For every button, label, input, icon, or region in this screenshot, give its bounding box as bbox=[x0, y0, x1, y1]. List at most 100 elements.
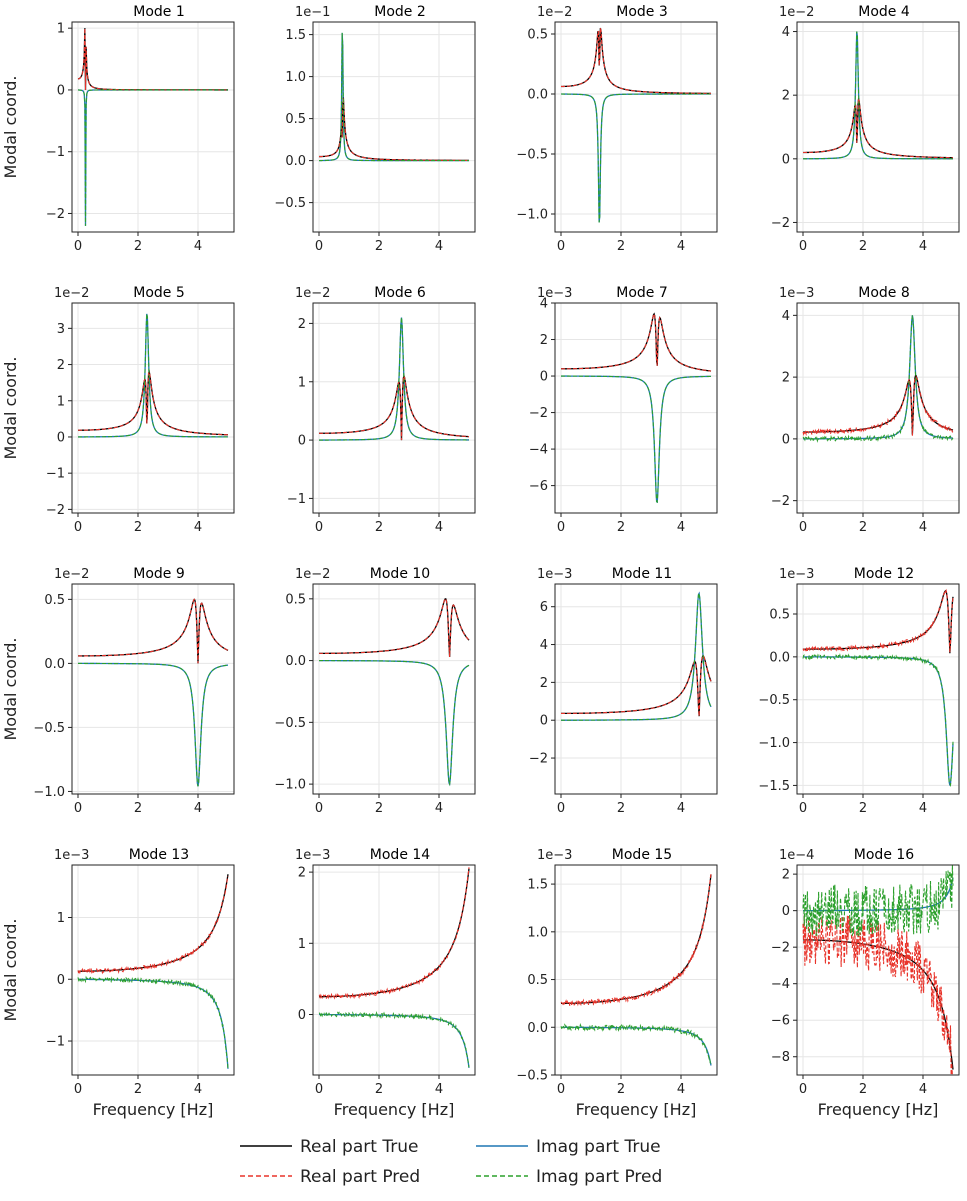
y-tick-label: 0.0 bbox=[527, 88, 548, 103]
x-tick-label: 4 bbox=[435, 520, 443, 535]
offset-multiplier: 1e−3 bbox=[295, 848, 330, 863]
series-imag-pred bbox=[802, 31, 953, 160]
y-tick-label: −4 bbox=[771, 977, 790, 992]
series-imag-pred bbox=[318, 32, 469, 162]
x-tick-label: 4 bbox=[919, 520, 927, 535]
series-real-pred bbox=[802, 375, 954, 437]
y-tick-label: 0.5 bbox=[44, 593, 65, 608]
legend-label-imag-pred: Imag part Pred bbox=[536, 1167, 662, 1187]
x-tick-label: 4 bbox=[435, 239, 443, 254]
legend-label-imag-true: Imag part True bbox=[536, 1137, 661, 1157]
series-imag-true bbox=[77, 89, 228, 226]
series-real-pred bbox=[77, 28, 228, 91]
series-real-pred bbox=[560, 874, 712, 1008]
y-tick-label: 4 bbox=[540, 638, 548, 653]
x-tick-label: 4 bbox=[677, 801, 685, 816]
series-real-true bbox=[78, 598, 229, 664]
series-imag-pred bbox=[318, 1010, 470, 1068]
series-real-true bbox=[77, 28, 228, 91]
axes-frame bbox=[71, 302, 235, 514]
y-tick-label: 6 bbox=[540, 600, 548, 615]
y-tick-label: 2 bbox=[298, 866, 306, 881]
series-real-true bbox=[319, 598, 470, 657]
y-tick-label: −2 bbox=[529, 406, 548, 421]
axes-frame bbox=[796, 583, 960, 795]
series-real-pred bbox=[319, 598, 470, 657]
y-tick-label: −1 bbox=[46, 1035, 65, 1050]
y-tick-label: 0 bbox=[298, 1008, 306, 1023]
x-tick-label: 2 bbox=[134, 520, 142, 535]
y-tick-label: 1 bbox=[298, 375, 306, 390]
series-imag-pred bbox=[77, 313, 229, 438]
subplot-title: Mode 12 bbox=[854, 566, 914, 582]
y-axis-label: Modal coord. bbox=[1, 638, 20, 741]
y-tick-label: 3 bbox=[57, 322, 65, 337]
x-tick-label: 0 bbox=[74, 801, 82, 816]
subplot-title: Mode 15 bbox=[612, 847, 672, 863]
subplot-mode-11: 0 2 4 6 4 2 0 −2 Mode 11 1e−3 bbox=[529, 566, 718, 816]
subplot-mode-3: 0 2 4 0.5 0.0 −0.5 −1.0 Mode 3 1e−2 bbox=[516, 4, 718, 254]
y-tick-label: −0.5 bbox=[758, 693, 790, 708]
series-real-pred bbox=[802, 915, 953, 1076]
series-imag-true bbox=[560, 93, 711, 223]
series-imag-true bbox=[560, 591, 712, 721]
y-tick-label: 2 bbox=[57, 358, 65, 373]
series-imag-pred bbox=[319, 317, 469, 441]
subplot-mode-14: 0 2 4 2 1 0 Mode 14 1e−3 Frequency [Hz] bbox=[295, 847, 476, 1119]
series-imag-pred bbox=[560, 93, 711, 223]
y-tick-label: −1 bbox=[46, 145, 65, 160]
y-tick-label: 0.0 bbox=[769, 650, 790, 665]
x-tick-label: 2 bbox=[134, 239, 142, 254]
subplot-mode-8: 0 2 4 4 2 0 −2 Mode 8 1e−3 bbox=[771, 285, 960, 535]
y-tick-label: 4 bbox=[782, 25, 790, 40]
x-tick-label: 0 bbox=[799, 801, 807, 816]
axes-frame bbox=[312, 864, 476, 1076]
series-imag-pred bbox=[77, 975, 229, 1070]
y-tick-label: −0.5 bbox=[274, 716, 306, 731]
x-tick-label: 0 bbox=[557, 239, 565, 254]
series-real-true bbox=[561, 874, 712, 1005]
y-tick-label: 2 bbox=[298, 317, 306, 332]
y-tick-label: −0.5 bbox=[274, 196, 306, 211]
x-tick-label: 2 bbox=[375, 801, 383, 816]
y-tick-label: −2 bbox=[771, 216, 790, 231]
y-tick-label: 0.0 bbox=[285, 654, 306, 669]
y-tick-label: 1 bbox=[298, 937, 306, 952]
series-real-pred bbox=[561, 27, 711, 94]
y-tick-label: 1 bbox=[57, 394, 65, 409]
subplot-title: Mode 13 bbox=[129, 847, 189, 863]
y-tick-label: 2 bbox=[782, 89, 790, 104]
y-tick-label: −2 bbox=[771, 494, 790, 509]
series-imag-true bbox=[77, 978, 229, 1069]
subplot-mode-1: 0 2 4 1 0 −1 −2 Mode 1 Modal coord. bbox=[1, 4, 235, 254]
subplot-title: Mode 7 bbox=[616, 285, 668, 301]
y-tick-label: −2 bbox=[771, 941, 790, 956]
series-imag-true bbox=[803, 656, 954, 786]
axes-frame bbox=[71, 583, 235, 795]
y-tick-label: 0.0 bbox=[44, 657, 65, 672]
subplot-title: Mode 16 bbox=[854, 847, 915, 863]
x-tick-label: 0 bbox=[315, 1082, 323, 1097]
legend-label-real-true: Real part True bbox=[300, 1137, 418, 1157]
series-real-pred bbox=[561, 312, 712, 372]
offset-multiplier: 1e−2 bbox=[295, 567, 330, 582]
series-real-pred bbox=[319, 97, 469, 161]
x-tick-label: 4 bbox=[677, 239, 685, 254]
series-imag-pred bbox=[78, 662, 229, 787]
subplot-title: Mode 2 bbox=[374, 4, 426, 20]
x-tick-label: 0 bbox=[799, 239, 807, 254]
y-tick-label: 0 bbox=[782, 904, 790, 919]
y-axis-label: Modal coord. bbox=[1, 357, 20, 460]
series-imag-pred bbox=[560, 591, 712, 721]
y-tick-label: 0.5 bbox=[285, 112, 306, 127]
series-imag-true bbox=[319, 317, 469, 441]
series-imag-pred bbox=[319, 660, 470, 786]
y-tick-label: −8 bbox=[771, 1050, 790, 1065]
y-tick-label: 0.5 bbox=[285, 592, 306, 607]
offset-multiplier: 1e−3 bbox=[779, 286, 814, 301]
subplot-mode-10: 0 2 4 0.5 0.0 −0.5 −1.0 Mode 10 1e−2 bbox=[274, 566, 476, 816]
subplot-title: Mode 14 bbox=[370, 847, 431, 863]
y-tick-label: 0.0 bbox=[527, 1021, 548, 1036]
legend: Real part True Imag part True Real part … bbox=[240, 1137, 662, 1187]
